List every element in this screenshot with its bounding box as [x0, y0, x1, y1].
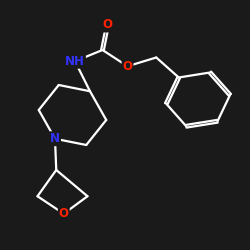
Text: N: N: [50, 132, 60, 145]
Text: NH: NH: [65, 55, 85, 68]
Text: O: O: [122, 60, 132, 73]
Text: O: O: [59, 207, 69, 220]
Text: O: O: [102, 18, 113, 32]
